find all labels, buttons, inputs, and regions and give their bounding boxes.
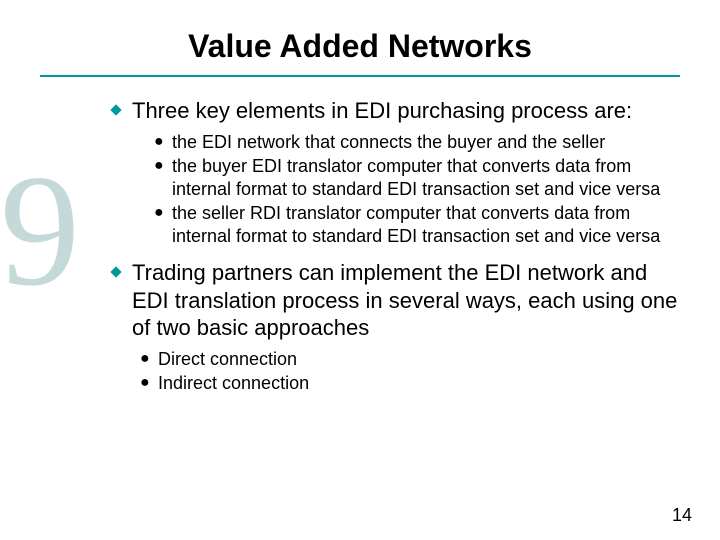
list-item: ● the buyer EDI translator computer that… — [154, 155, 680, 200]
list-item: ● the EDI network that connects the buye… — [154, 131, 680, 154]
diamond-bullet-icon — [110, 104, 132, 116]
page-title: Value Added Networks — [40, 28, 680, 65]
round-bullet-icon: ● — [154, 203, 172, 224]
page-number: 14 — [672, 505, 692, 526]
list-item: Trading partners can implement the EDI n… — [110, 259, 680, 342]
list-item-text: the EDI network that connects the buyer … — [172, 131, 605, 154]
list-item-text: the seller RDI translator computer that … — [172, 202, 680, 247]
round-bullet-icon: ● — [140, 349, 158, 370]
list-item: ● Direct connection — [140, 348, 680, 371]
round-bullet-icon: ● — [154, 132, 172, 153]
round-bullet-icon: ● — [154, 156, 172, 177]
title-rule — [40, 75, 680, 77]
list-item-text: Trading partners can implement the EDI n… — [132, 259, 680, 342]
content-body: Three key elements in EDI purchasing pro… — [110, 97, 680, 395]
list-item-text: Indirect connection — [158, 372, 309, 395]
slide: Value Added Networks 9 Three key element… — [0, 0, 720, 540]
list-item-text: the buyer EDI translator computer that c… — [172, 155, 680, 200]
list-item: ● Indirect connection — [140, 372, 680, 395]
chapter-number-watermark: 9 — [0, 150, 80, 310]
round-bullet-icon: ● — [140, 373, 158, 394]
sublist: ● Direct connection ● Indirect connectio… — [140, 348, 680, 395]
sublist: ● the EDI network that connects the buye… — [154, 131, 680, 248]
list-item: ● the seller RDI translator computer tha… — [154, 202, 680, 247]
diamond-bullet-icon — [110, 266, 132, 278]
list-item: Three key elements in EDI purchasing pro… — [110, 97, 680, 125]
list-item-text: Three key elements in EDI purchasing pro… — [132, 97, 632, 125]
list-item-text: Direct connection — [158, 348, 297, 371]
